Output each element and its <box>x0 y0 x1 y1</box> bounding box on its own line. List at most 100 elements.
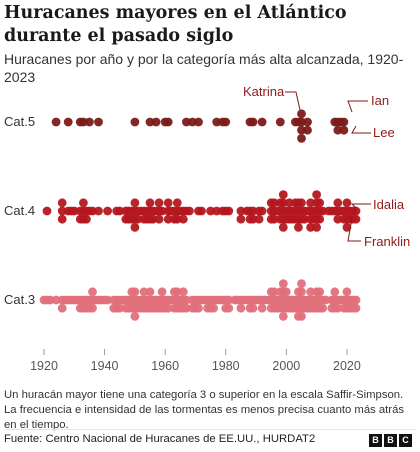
data-point <box>206 206 216 216</box>
data-point <box>178 214 188 224</box>
data-point <box>145 287 155 297</box>
chart-subtitle: Huracanes por año y por la categoría más… <box>4 51 404 85</box>
chart-title: Huracanes mayores en el Atlántico durant… <box>4 3 347 46</box>
annotation-leader <box>285 91 301 111</box>
data-point <box>303 125 312 135</box>
data-point <box>94 117 103 127</box>
data-point <box>224 206 234 216</box>
data-point <box>333 198 343 208</box>
data-point <box>236 206 246 216</box>
data-point <box>297 312 306 321</box>
data-point <box>278 279 288 288</box>
data-point <box>278 198 288 208</box>
data-point <box>221 117 231 127</box>
logo-letter: B <box>384 434 397 447</box>
data-point <box>342 223 352 232</box>
data-point <box>339 117 349 127</box>
data-point <box>194 303 203 313</box>
data-point <box>333 125 343 135</box>
data-point <box>115 303 125 313</box>
data-point <box>330 287 340 297</box>
data-point <box>130 312 140 321</box>
annotation-leader <box>351 125 371 134</box>
data-point <box>297 198 306 208</box>
data-point <box>269 287 279 297</box>
data-point <box>236 303 246 313</box>
row-label: Cat.4 <box>4 203 35 218</box>
data-point <box>281 287 291 297</box>
data-point <box>157 287 167 297</box>
data-point <box>297 279 306 288</box>
data-point <box>88 303 97 313</box>
data-point <box>275 117 285 127</box>
data-point <box>315 214 325 224</box>
data-point <box>333 214 343 224</box>
data-point <box>63 117 73 127</box>
data-point <box>42 206 52 216</box>
data-point <box>269 214 279 224</box>
data-point <box>351 214 361 224</box>
data-point <box>248 117 258 127</box>
data-point <box>278 190 288 199</box>
data-point <box>351 303 361 313</box>
data-point <box>312 223 321 232</box>
x-tick-label: 2000 <box>272 359 300 373</box>
data-point <box>197 206 206 216</box>
data-point <box>294 223 303 232</box>
data-point <box>300 214 309 224</box>
data-point <box>154 198 164 208</box>
row-label: Cat.5 <box>4 114 35 129</box>
footer-divider <box>4 429 416 430</box>
data-point <box>145 117 155 127</box>
footnote: Un huracán mayor tiene una categoría 3 o… <box>4 389 405 431</box>
data-point <box>297 134 306 143</box>
data-point <box>315 198 325 208</box>
data-point <box>51 117 61 127</box>
data-point <box>130 287 140 297</box>
data-point <box>79 198 88 208</box>
data-point <box>297 109 306 119</box>
data-point <box>248 214 258 224</box>
data-point <box>269 198 279 208</box>
data-point <box>85 117 94 127</box>
annotation-label: Idalia <box>373 197 405 212</box>
data-point <box>318 303 328 313</box>
data-point <box>51 295 61 305</box>
data-point <box>154 214 164 224</box>
beeswarm-chart: Cat.5 Cat.4 Cat.3 Katrina Ian Lee Idalia Frankl… <box>4 84 410 373</box>
data-point <box>163 117 173 127</box>
bbc-logo: B B C <box>369 434 412 447</box>
annotation-label: Katrina <box>243 84 285 99</box>
data-point <box>278 223 288 232</box>
data-point <box>278 312 288 321</box>
data-point <box>224 303 234 313</box>
data-point <box>297 287 306 297</box>
data-point <box>130 223 140 232</box>
data-point <box>130 117 140 127</box>
data-point <box>57 214 67 224</box>
data-point <box>157 206 167 216</box>
data-point <box>209 303 219 313</box>
data-point <box>254 214 264 224</box>
data-point <box>188 117 197 127</box>
data-point <box>148 214 158 224</box>
data-point <box>342 198 352 208</box>
annotation-label: Lee <box>373 125 395 140</box>
data-point <box>88 287 97 297</box>
data-point <box>194 117 203 127</box>
data-point <box>163 303 173 313</box>
annotation-leader <box>347 100 368 113</box>
row-label: Cat.3 <box>4 292 35 307</box>
x-tick-label: 1960 <box>151 359 179 373</box>
x-tick-label: 1980 <box>212 359 240 373</box>
data-point <box>185 206 194 216</box>
annotation-leader <box>350 203 371 209</box>
data-point <box>94 206 103 216</box>
annotation-label: Ian <box>371 93 389 108</box>
data-point <box>133 214 143 224</box>
data-point <box>57 303 67 313</box>
data-point <box>333 303 343 313</box>
data-point <box>248 206 258 216</box>
data-point <box>130 198 140 208</box>
data-point <box>257 303 267 313</box>
